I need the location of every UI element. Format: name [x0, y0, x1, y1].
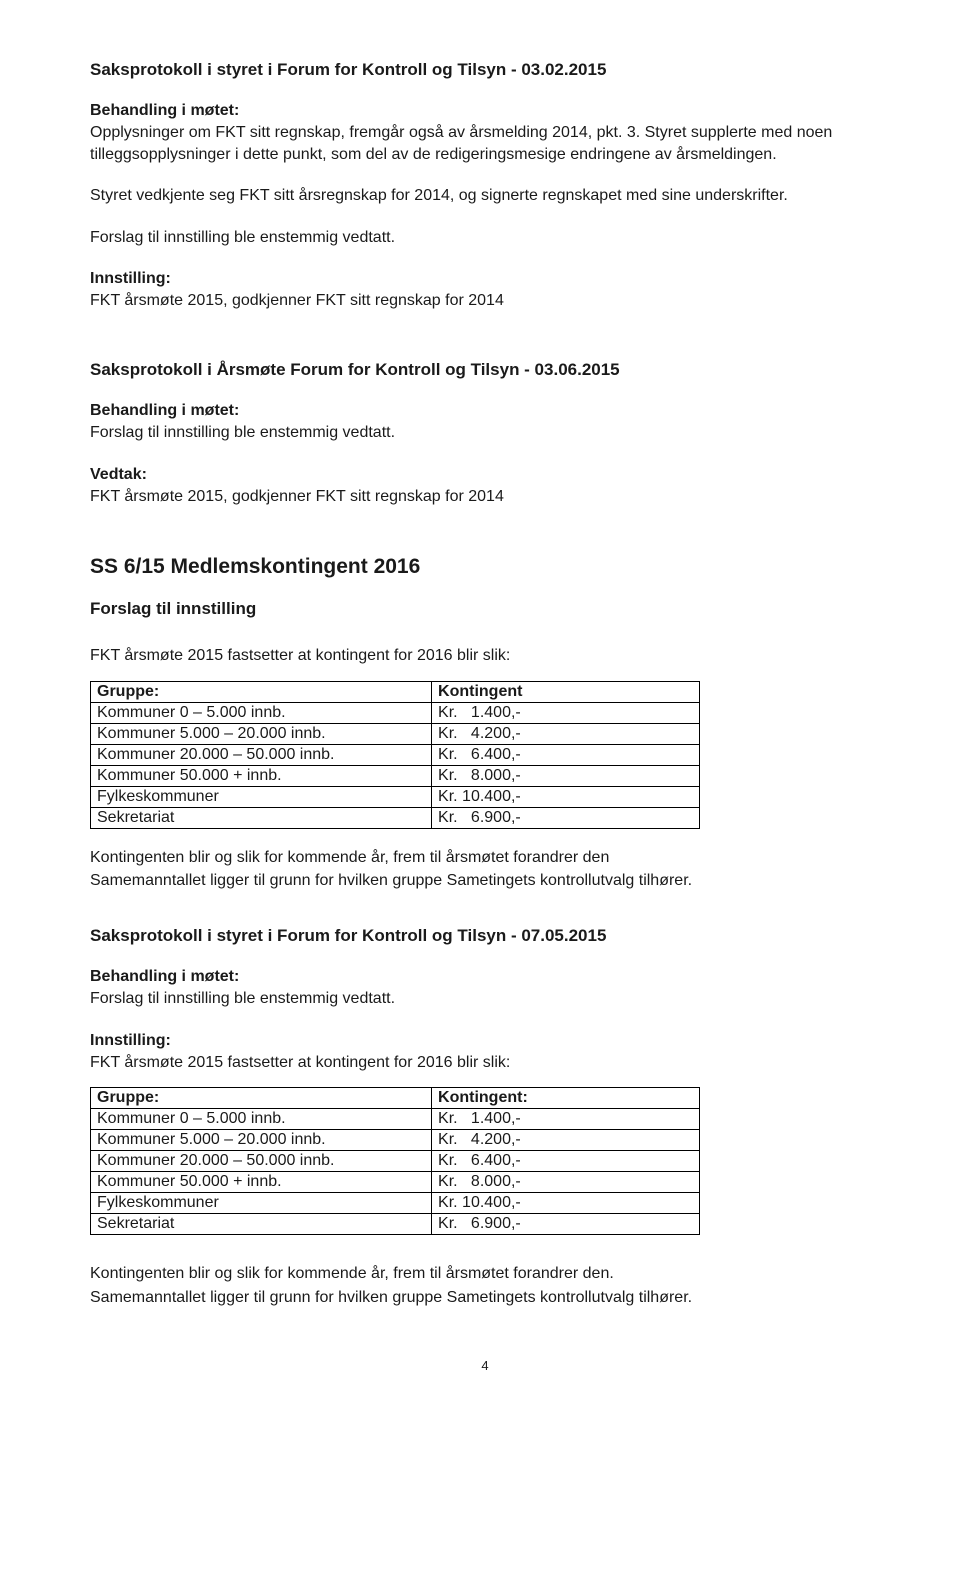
table-cell: Kommuner 50.000 + innb. — [91, 765, 432, 786]
after-table-text: Samemanntallet ligger til grunn for hvil… — [90, 1287, 880, 1309]
table-cell: Kommuner 5.000 – 20.000 innb. — [91, 1130, 432, 1151]
table-row: Kommuner 5.000 – 20.000 innb.Kr. 4.200,- — [91, 723, 700, 744]
table-row: SekretariatKr. 6.900,- — [91, 807, 700, 828]
behandling-label: Behandling i møtet: — [90, 402, 880, 420]
innstilling-label: Innstilling: — [90, 1032, 880, 1050]
table-cell: Kr. 1.400,- — [432, 702, 700, 723]
table-cell: Kommuner 5.000 – 20.000 innb. — [91, 723, 432, 744]
table-header-cell: Kontingent — [432, 681, 700, 702]
behandling-label: Behandling i møtet: — [90, 102, 880, 120]
table-cell: Kommuner 20.000 – 50.000 innb. — [91, 1151, 432, 1172]
kontingent-table-1: Gruppe:KontingentKommuner 0 – 5.000 innb… — [90, 681, 700, 829]
table-cell: Kommuner 50.000 + innb. — [91, 1172, 432, 1193]
table-cell: Kr. 6.400,- — [432, 1151, 700, 1172]
table-cell: Kr. 10.400,- — [432, 1193, 700, 1214]
table-row: Kommuner 0 – 5.000 innb.Kr. 1.400,- — [91, 1109, 700, 1130]
vedtak-text: FKT årsmøte 2015, godkjenner FKT sitt re… — [90, 486, 880, 508]
behandling-paragraph: Forslag til innstilling ble enstemmig ve… — [90, 227, 880, 249]
section2-title: Saksprotokoll i Årsmøte Forum for Kontro… — [90, 360, 880, 380]
page-number: 4 — [90, 1358, 880, 1373]
table-row: Kommuner 5.000 – 20.000 innb.Kr. 4.200,- — [91, 1130, 700, 1151]
behandling-text: Forslag til innstilling ble enstemmig ve… — [90, 988, 880, 1010]
table-row: Kommuner 50.000 + innb.Kr. 8.000,- — [91, 765, 700, 786]
innstilling-text: FKT årsmøte 2015 fastsetter at kontingen… — [90, 1052, 880, 1074]
table-row: FylkeskommunerKr. 10.400,- — [91, 786, 700, 807]
table-cell: Fylkeskommuner — [91, 1193, 432, 1214]
table-cell: Kr. 8.000,- — [432, 1172, 700, 1193]
section4-title: Saksprotokoll i styret i Forum for Kontr… — [90, 926, 880, 946]
behandling-text: Forslag til innstilling ble enstemmig ve… — [90, 422, 880, 444]
kontingent-table-2: Gruppe:Kontingent:Kommuner 0 – 5.000 inn… — [90, 1087, 700, 1235]
after-table-text: Kontingenten blir og slik for kommende å… — [90, 1263, 880, 1285]
table-header-cell: Gruppe: — [91, 1088, 432, 1109]
table-header-cell: Gruppe: — [91, 681, 432, 702]
ss-heading: SS 6/15 Medlemskontingent 2016 — [90, 555, 880, 579]
table-cell: Kr. 8.000,- — [432, 765, 700, 786]
table-row: Kommuner 20.000 – 50.000 innb.Kr. 6.400,… — [91, 744, 700, 765]
table-cell: Kr. 6.900,- — [432, 807, 700, 828]
table-cell: Kommuner 0 – 5.000 innb. — [91, 702, 432, 723]
innstilling-label: Innstilling: — [90, 270, 880, 288]
table-row: Kommuner 0 – 5.000 innb.Kr. 1.400,- — [91, 702, 700, 723]
table-cell: Kr. 10.400,- — [432, 786, 700, 807]
table-cell: Kr. 4.200,- — [432, 723, 700, 744]
behandling-paragraph: Styret vedkjente seg FKT sitt årsregnska… — [90, 185, 880, 207]
table-cell: Kr. 6.900,- — [432, 1214, 700, 1235]
kontingent-intro: FKT årsmøte 2015 fastsetter at kontingen… — [90, 645, 880, 667]
behandling-label: Behandling i møtet: — [90, 968, 880, 986]
vedtak-label: Vedtak: — [90, 466, 880, 484]
table-row: Kommuner 50.000 + innb.Kr. 8.000,- — [91, 1172, 700, 1193]
after-table-text: Samemanntallet ligger til grunn for hvil… — [90, 870, 880, 892]
table-row: Kommuner 20.000 – 50.000 innb.Kr. 6.400,… — [91, 1151, 700, 1172]
section1-title: Saksprotokoll i styret i Forum for Kontr… — [90, 60, 880, 80]
table-cell: Kommuner 0 – 5.000 innb. — [91, 1109, 432, 1130]
table-row: SekretariatKr. 6.900,- — [91, 1214, 700, 1235]
forslag-label: Forslag til innstilling — [90, 599, 880, 619]
after-table-text: Kontingenten blir og slik for kommende å… — [90, 847, 880, 869]
table-cell: Kr. 4.200,- — [432, 1130, 700, 1151]
innstilling-text: FKT årsmøte 2015, godkjenner FKT sitt re… — [90, 290, 880, 312]
table-cell: Kr. 6.400,- — [432, 744, 700, 765]
table-cell: Kommuner 20.000 – 50.000 innb. — [91, 744, 432, 765]
table-cell: Kr. 1.400,- — [432, 1109, 700, 1130]
table-cell: Sekretariat — [91, 807, 432, 828]
table-cell: Fylkeskommuner — [91, 786, 432, 807]
behandling-paragraph: Opplysninger om FKT sitt regnskap, fremg… — [90, 122, 880, 165]
table-header-cell: Kontingent: — [432, 1088, 700, 1109]
table-row: FylkeskommunerKr. 10.400,- — [91, 1193, 700, 1214]
table-cell: Sekretariat — [91, 1214, 432, 1235]
